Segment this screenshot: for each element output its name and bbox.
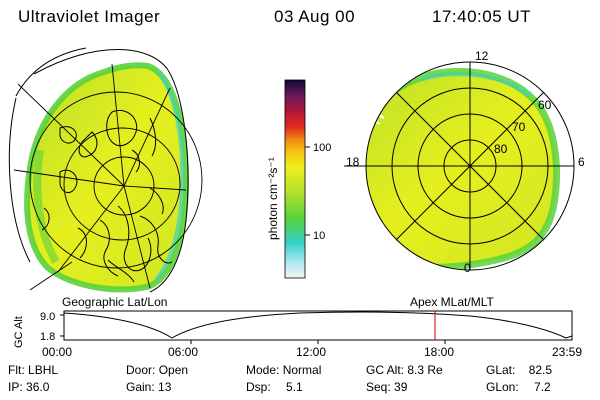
- time-tick-0600: 06:00: [168, 345, 198, 359]
- instrument-title: Ultraviolet Imager: [18, 7, 161, 26]
- image-time: 17:40:05 UT: [432, 7, 532, 26]
- colorbar-unit-label: photon cm⁻²s⁻¹: [266, 157, 280, 240]
- glon-status: GLon: 7.2: [486, 380, 551, 394]
- glat-status: GLat: 82.5: [486, 363, 553, 377]
- coastlines: [41, 110, 173, 283]
- gcalt-status: GC Alt: 8.3 Re: [366, 363, 443, 377]
- filter-status: Flt: LBHL: [8, 363, 59, 377]
- alt-axis-label: GC Alt: [13, 316, 25, 348]
- altitude-curve: [63, 311, 573, 339]
- mlt-label-12: 12: [475, 49, 489, 63]
- magnetic-map: 12 18 6 0 60 70 80: [344, 49, 585, 275]
- geographic-map: [8, 47, 203, 293]
- right-panel-caption: Apex MLat/MLT: [410, 295, 494, 309]
- glat-value: 82.5: [528, 363, 553, 377]
- colorbar-tick-100: 100: [313, 142, 331, 154]
- mlat-label-70: 70: [512, 120, 526, 134]
- left-panel-caption: Geographic Lat/Lon: [62, 295, 167, 309]
- auroral-image-right: [366, 67, 561, 270]
- alt-tick-max: 9.0: [40, 311, 55, 323]
- filter-value: LBHL: [28, 363, 59, 377]
- seq-value: 39: [394, 380, 408, 394]
- mode-value: Normal: [282, 363, 322, 377]
- ip-value: 36.0: [26, 380, 50, 394]
- gain-status: Gain: 13: [126, 380, 172, 394]
- time-tick-0000: 00:00: [42, 345, 72, 359]
- seq-status: Seq: 39: [366, 380, 408, 394]
- mlt-label-6: 6: [578, 155, 585, 169]
- dsp-value: 5.1: [286, 380, 303, 394]
- auroral-image-left: [24, 62, 190, 293]
- mlat-label-60: 60: [538, 98, 552, 112]
- colorbar-tick-10: 10: [313, 230, 325, 242]
- door-value: Open: [158, 363, 189, 377]
- mlt-label-18: 18: [346, 155, 360, 169]
- glon-value: 7.2: [534, 380, 551, 394]
- gain-value: 13: [158, 380, 172, 394]
- mlat-label-80: 80: [494, 142, 508, 156]
- time-tick-1200: 12:00: [296, 345, 326, 359]
- alt-tick-min: 1.8: [40, 331, 55, 343]
- colorbar: 100 10 photon cm⁻²s⁻¹: [266, 79, 331, 279]
- time-tick-1800: 18:00: [424, 345, 454, 359]
- time-tick-2359: 23:59: [552, 345, 582, 359]
- image-date: 03 Aug 00: [274, 7, 356, 26]
- door-status: Door: Open: [126, 363, 189, 377]
- ip-status: IP: 36.0: [8, 380, 50, 394]
- mlt-label-0: 0: [464, 261, 471, 275]
- dsp-status: Dsp: 5.1: [246, 380, 303, 394]
- gcalt-value: 8.3 Re: [407, 363, 443, 377]
- mode-status: Mode: Normal: [246, 363, 322, 377]
- altitude-plot: 9.0 1.8 GC Alt 00:00 06:00 12:00 18:00 2…: [13, 310, 582, 359]
